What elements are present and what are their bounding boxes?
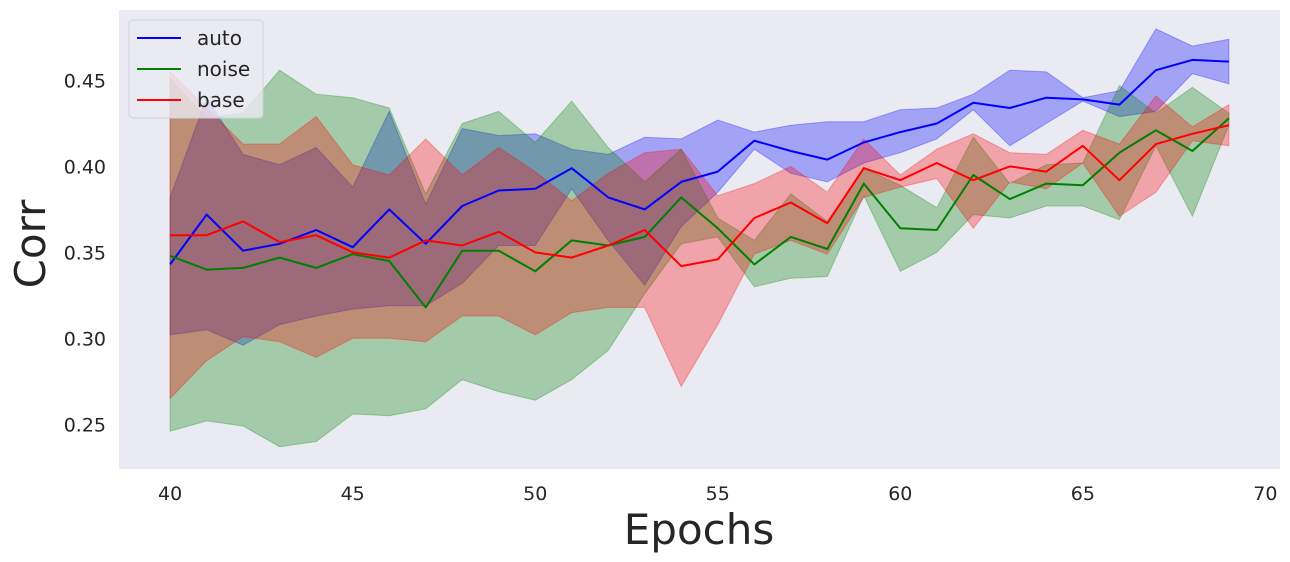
y-axis-ticks: 0.25 0.30 0.35 0.40 0.45 [64, 70, 106, 436]
series-lines [169, 58, 1230, 309]
x-tick-label: 50 [523, 483, 547, 505]
y-tick-label: 0.45 [64, 70, 106, 92]
legend-box [128, 19, 264, 119]
y-tick-label: 0.25 [64, 414, 106, 436]
x-tick-label: 40 [158, 483, 182, 505]
legend: auto noise base [128, 19, 264, 119]
x-tick-label: 45 [341, 483, 365, 505]
x-tick-label: 60 [888, 483, 912, 505]
y-tick-label: 0.40 [64, 156, 106, 178]
line-noise [169, 117, 1230, 309]
y-tick-label: 0.30 [64, 328, 106, 350]
x-tick-label: 55 [706, 483, 730, 505]
y-tick-label: 0.35 [64, 242, 106, 264]
x-axis-title: Epochs [624, 505, 775, 554]
plot-background [119, 10, 1280, 469]
x-axis-ticks: 40 45 50 55 60 65 70 [158, 483, 1277, 505]
legend-label-auto: auto [197, 26, 242, 50]
y-axis-title: Corr [6, 199, 55, 289]
band-base [169, 70, 1230, 400]
x-tick-label: 65 [1071, 483, 1095, 505]
line-base [170, 124, 1230, 268]
legend-label-base: base [197, 88, 245, 112]
legend-label-noise: noise [197, 57, 250, 81]
x-tick-label: 70 [1253, 483, 1277, 505]
line-auto [169, 58, 1229, 265]
